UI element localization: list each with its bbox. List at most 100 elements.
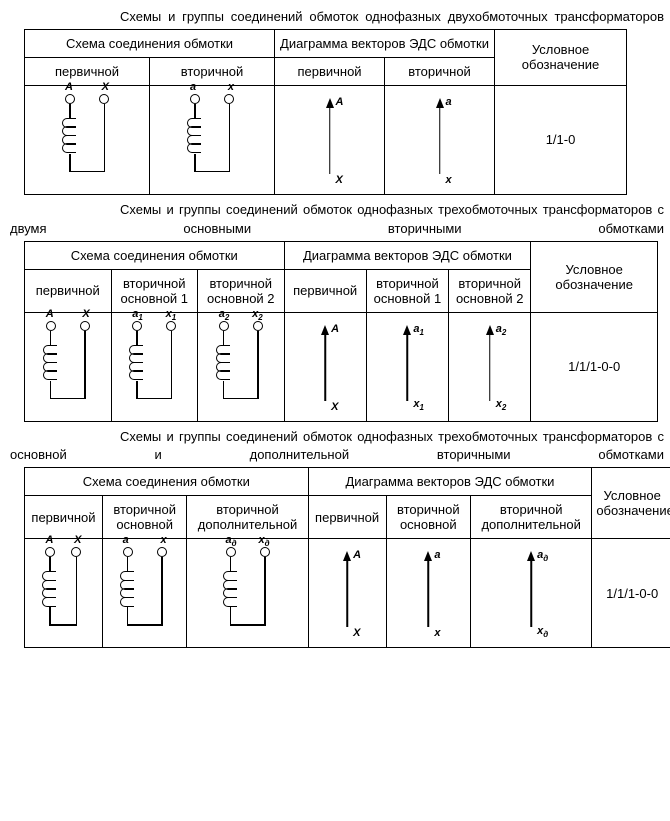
s3-winding-primary: A X	[39, 547, 87, 639]
terminal-label: a1	[132, 308, 143, 322]
coil-icon	[129, 345, 143, 379]
vector-label: x2	[492, 398, 507, 412]
terminal-icon	[190, 94, 200, 104]
terminal-icon	[99, 94, 109, 104]
terminal-icon	[157, 547, 167, 557]
coil-icon	[43, 345, 57, 379]
s3-vector-secadd: aд xд	[511, 547, 551, 639]
s3-vector-secmain: a x	[408, 547, 448, 639]
terminal-label: x	[228, 81, 234, 93]
vector-label: x	[430, 627, 440, 639]
terminal-label: X	[82, 308, 89, 320]
s3-col-primary-v: первичной	[308, 496, 386, 539]
s3-col-secadd-v: вторичной дополнительной	[471, 496, 592, 539]
terminal-icon	[65, 94, 75, 104]
s2-vector-sec2: a2 x2	[470, 321, 510, 413]
vector-label: X	[327, 401, 338, 413]
coil-icon	[42, 571, 56, 605]
terminal-label: A	[46, 308, 54, 320]
terminal-icon	[123, 547, 133, 557]
terminal-label: A	[65, 81, 73, 93]
terminal-label: x	[161, 534, 167, 546]
terminal-icon	[45, 547, 55, 557]
s2-vector-sec1: a1 x1	[387, 321, 427, 413]
s2-hdr-vec: Диаграмма векторов ЭДС обмотки	[284, 241, 531, 269]
s1-col-primary-s: первичной	[25, 57, 150, 85]
section2-table: Схема соединения обмотки Диаграмма векто…	[24, 241, 658, 422]
section3-title: Схемы и группы соединений обмоток однофа…	[4, 428, 670, 466]
s2-col-sec1-v: вторичной основной 1	[366, 269, 448, 312]
s3-col-primary-s: первичной	[25, 496, 103, 539]
s3-notation: 1/1/1-0-0	[592, 539, 670, 648]
terminal-label: x1	[166, 308, 177, 322]
terminal-label: X	[74, 534, 81, 546]
s2-col-primary-v: первичной	[284, 269, 366, 312]
s2-winding-sec1: a1 x1	[126, 321, 182, 413]
terminal-label: a2	[219, 308, 230, 322]
s1-notation: 1/1-0	[495, 85, 627, 194]
coil-icon	[187, 118, 201, 152]
terminal-icon	[166, 321, 176, 331]
section1-title: Схемы и группы соединений обмоток однофа…	[4, 8, 670, 27]
s2-winding-sec2: a2 x2	[213, 321, 269, 413]
s3-vector-primary: A X	[327, 547, 367, 639]
s3-col-secadd-s: вторичной дополнительной	[187, 496, 308, 539]
vector-label: xд	[533, 625, 548, 639]
s2-vector-primary: A X	[305, 321, 345, 413]
s1-winding-secondary: a x	[184, 94, 240, 186]
coil-icon	[62, 118, 76, 152]
vector-label: x1	[409, 398, 424, 412]
terminal-icon	[226, 547, 236, 557]
s1-hdr-notation: Условное обозначение	[495, 29, 627, 85]
vector-label: a1	[409, 323, 424, 337]
s1-vector-primary: A X	[310, 94, 350, 186]
vector-label: a	[442, 96, 452, 108]
vector-label: x	[442, 174, 452, 186]
s1-col-primary-v: первичной	[275, 57, 385, 85]
s3-hdr-notation: Условное обозначение	[592, 468, 670, 539]
section1-table: Схема соединения обмотки Диаграмма векто…	[24, 29, 627, 195]
terminal-label: X	[102, 81, 109, 93]
s3-col-secmain-v: вторичной основной	[386, 496, 470, 539]
vector-label: X	[332, 174, 343, 186]
s3-winding-secadd: aд xд	[220, 547, 276, 639]
s1-hdr-schema: Схема соединения обмотки	[25, 29, 275, 57]
terminal-icon	[224, 94, 234, 104]
s2-hdr-schema: Схема соединения обмотки	[25, 241, 285, 269]
terminal-icon	[46, 321, 56, 331]
s2-winding-primary: A X	[40, 321, 96, 413]
s3-hdr-schema: Схема соединения обмотки	[25, 468, 309, 496]
s1-hdr-vec: Диаграмма векторов ЭДС обмотки	[275, 29, 495, 57]
s3-col-secmain-s: вторичной основной	[102, 496, 186, 539]
vector-label: A	[327, 323, 339, 335]
vector-label: A	[332, 96, 344, 108]
s1-winding-primary: A X	[59, 94, 115, 186]
s2-col-primary-s: первичной	[25, 269, 112, 312]
s3-hdr-vec: Диаграмма векторов ЭДС обмотки	[308, 468, 592, 496]
s2-hdr-notation: Условное обозначение	[531, 241, 658, 312]
s2-col-sec1-s: вторичной основной 1	[111, 269, 198, 312]
terminal-icon	[132, 321, 142, 331]
s1-col-secondary-s: вторичной	[150, 57, 275, 85]
terminal-icon	[80, 321, 90, 331]
terminal-label: x2	[252, 308, 263, 322]
terminal-icon	[219, 321, 229, 331]
vector-label: A	[349, 549, 361, 561]
vector-label: X	[349, 627, 360, 639]
vector-label: a	[430, 549, 440, 561]
s1-col-secondary-v: вторичной	[385, 57, 495, 85]
vector-label: a2	[492, 323, 507, 337]
terminal-icon	[253, 321, 263, 331]
coil-icon	[120, 571, 134, 605]
terminal-label: A	[45, 534, 53, 546]
terminal-icon	[71, 547, 81, 557]
s2-col-sec2-v: вторичной основной 2	[449, 269, 531, 312]
s2-col-sec2-s: вторичной основной 2	[198, 269, 285, 312]
terminal-label: a	[123, 534, 129, 546]
s2-notation: 1/1/1-0-0	[531, 312, 658, 421]
terminal-icon	[260, 547, 270, 557]
terminal-label: a	[190, 81, 196, 93]
section2-title: Схемы и группы соединений обмоток однофа…	[4, 201, 670, 239]
section3-table: Схема соединения обмотки Диаграмма векто…	[24, 467, 670, 648]
s3-winding-secmain: a x	[117, 547, 173, 639]
